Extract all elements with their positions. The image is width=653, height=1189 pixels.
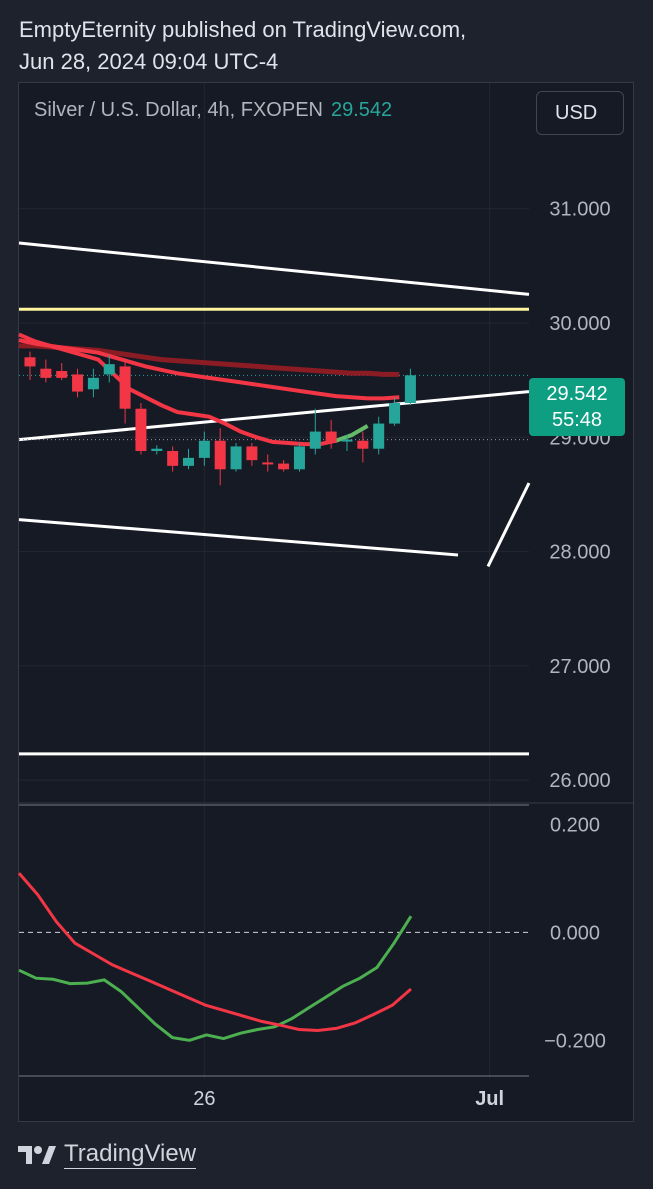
oscillator-main-line	[17, 872, 412, 1033]
candle-body	[404, 375, 416, 403]
candle-body	[373, 423, 385, 449]
candle-body	[183, 457, 194, 466]
price-axis-label: 30.000	[549, 313, 610, 335]
last-price-value: 29.542	[546, 383, 608, 405]
symbol-legend: Silver / U.S. Dollar, 4h, FXOPEN 29.542	[34, 99, 392, 122]
symbol-label: Silver / U.S. Dollar, 4h, FXOPEN	[34, 99, 323, 121]
candle-body	[24, 357, 36, 367]
candle-body	[389, 403, 401, 424]
tradingview-brand[interactable]: TradingView	[64, 1140, 197, 1169]
oscillator-signal-line	[18, 915, 413, 1042]
candle-body	[72, 374, 84, 392]
footer: TradingView	[18, 1140, 197, 1169]
price-axis-label: 31.000	[549, 199, 610, 221]
bar-countdown: 55:48	[551, 409, 603, 431]
last-price-tag: 29.542 55:48	[529, 378, 625, 436]
legend-last-price: 29.542	[330, 99, 393, 121]
candle-body	[230, 446, 242, 470]
medium-moving-average	[18, 338, 400, 401]
candle-body	[278, 463, 290, 470]
candle-body	[214, 440, 226, 470]
oscillator-axis-label: 0.200	[550, 815, 600, 837]
candle-body	[325, 431, 337, 443]
time-axis-label: 26	[193, 1088, 215, 1110]
lower-channel-trendline	[18, 518, 459, 557]
candle-body	[40, 368, 52, 378]
candle-body	[103, 364, 115, 375]
candle-body	[357, 440, 369, 449]
upper-channel-trendline	[18, 241, 530, 296]
currency-button[interactable]: USD	[536, 91, 624, 135]
candle-body	[341, 439, 353, 442]
candle-body	[87, 377, 99, 390]
candle-body	[167, 451, 179, 466]
price-axis-label: 27.000	[549, 656, 610, 678]
candle-body	[135, 408, 147, 451]
publish-date: Jun 28, 2024 09:04 UTC-4	[19, 49, 279, 74]
fast-moving-average	[18, 332, 337, 447]
candle-body	[119, 366, 131, 409]
candle-body	[56, 371, 68, 378]
publisher-line: EmptyEternity published on TradingView.c…	[19, 17, 467, 42]
publish-info: EmptyEternity published on TradingView.c…	[19, 14, 466, 78]
candle-body	[293, 446, 305, 470]
rising-trendline	[18, 390, 530, 442]
projection-trendline	[486, 482, 531, 568]
candle-body	[246, 446, 258, 461]
candle-body	[309, 431, 321, 449]
oscillator-axis-label: 0.000	[550, 922, 600, 944]
fast-moving-average-up	[335, 424, 369, 443]
price-axis-label: 26.000	[549, 770, 610, 792]
candle-body	[262, 462, 274, 465]
candle-body	[151, 448, 163, 451]
price-axis-label: 28.000	[549, 542, 610, 564]
oscillator-axis-label: −0.200	[544, 1030, 606, 1052]
tradingview-logo-icon	[18, 1145, 56, 1164]
candle-body	[198, 440, 210, 458]
chart-frame[interactable]	[18, 82, 634, 1122]
time-axis-label: Jul	[475, 1088, 504, 1110]
